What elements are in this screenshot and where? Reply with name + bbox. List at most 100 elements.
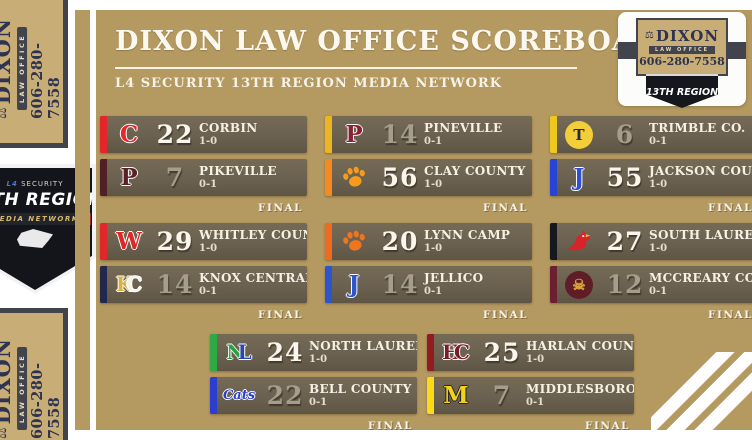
brand-name: ⚖ DIXON xyxy=(0,337,16,438)
team-record: 1-0 xyxy=(649,178,668,190)
team-name: CORBIN xyxy=(199,121,258,136)
title-underline xyxy=(115,67,577,69)
l4-security-icon: L4 xyxy=(6,180,18,188)
team-score: 14 xyxy=(381,120,419,149)
team-accent-bar xyxy=(100,266,107,303)
team-accent-bar xyxy=(100,159,107,196)
team-info: CORBIN 1-0 xyxy=(199,116,258,153)
left-sidebar: ⚖ DIXON LAW OFFICE 606-280-7558 L4 SECUR… xyxy=(0,0,96,440)
pineville-p-icon: P xyxy=(332,116,376,153)
team-name: MIDDLESBORO xyxy=(526,382,634,397)
team-info: LYNN CAMP 1-0 xyxy=(424,223,510,260)
team-score: 27 xyxy=(606,227,644,256)
team-record: 0-1 xyxy=(199,178,218,190)
team-info: SOUTH LAUREL 1-0 xyxy=(649,223,752,260)
phone-number: 606-280-7558 xyxy=(29,361,64,439)
game-status: FINAL xyxy=(708,309,752,321)
team-record: 0-1 xyxy=(309,396,328,408)
brand-text: DIXON xyxy=(0,17,16,104)
team-info: PINEVILLE 0-1 xyxy=(424,116,502,153)
harlan-county-hc-icon: HC xyxy=(434,334,478,371)
clay-county-tiger-paw-icon xyxy=(332,159,376,196)
team-score: 7 xyxy=(165,163,185,192)
scoreboard-panel: DIXON LAW OFFICE SCOREBOARD L4 SECURITY … xyxy=(96,10,752,430)
team-name: LYNN CAMP xyxy=(424,228,511,243)
team-score: 12 xyxy=(606,270,644,299)
team-row: NL 24 NORTH LAUREL 1-0 xyxy=(210,334,417,371)
team-name: BELL COUNTY xyxy=(309,382,412,397)
team-score: 20 xyxy=(381,227,419,256)
team-record: 0-1 xyxy=(199,285,218,297)
logo-duo-letters: NL xyxy=(226,342,251,363)
scales-of-justice-icon: ⚖ xyxy=(0,426,11,439)
team-info: CLAY COUNTY 1-0 xyxy=(424,159,526,196)
logo-letter: J xyxy=(573,164,585,191)
logo-duo-letters: KC xyxy=(116,274,142,295)
game-status: FINAL xyxy=(585,420,630,430)
team-score: 55 xyxy=(606,163,644,192)
game-status: FINAL xyxy=(708,202,752,214)
logo-letter: P xyxy=(345,121,363,148)
dixon-law-corner-logo: ⚖ DIXON LAW OFFICE 606-280-7558 13TH REG… xyxy=(618,12,746,108)
team-score: 22 xyxy=(156,120,194,149)
brand-text: DIXON xyxy=(0,337,16,424)
team-name: JACKSON COUNTY xyxy=(649,164,752,179)
logo-letter-1: H xyxy=(442,340,461,364)
decorative-diagonal-stripes xyxy=(651,352,752,430)
team-info: BELL COUNTY 0-1 xyxy=(309,377,412,414)
game-card: C 22 CORBIN 1-0 P 7 PIKEVILLE 0-1 FINAL xyxy=(100,116,307,214)
logo-duo-letters: HC xyxy=(442,342,470,363)
team-name: CLAY COUNTY xyxy=(424,164,526,179)
game-status: FINAL xyxy=(483,202,528,214)
team-record: 1-0 xyxy=(424,178,443,190)
middlesboro-jacket-m-icon: M xyxy=(434,377,478,414)
logo-letter-2: C xyxy=(453,340,470,364)
game-status: FINAL xyxy=(258,309,303,321)
team-score: 24 xyxy=(266,338,304,367)
team-row: T 6 TRIMBLE CO. 0-1 xyxy=(550,116,752,153)
page-subtitle: L4 SECURITY 13TH REGION MEDIA NETWORK xyxy=(115,76,503,91)
team-record: 1-0 xyxy=(649,242,668,254)
team-row: M 7 MIDDLESBORO 0-1 xyxy=(427,377,634,414)
team-score: 29 xyxy=(156,227,194,256)
shield-title: 13TH REGION xyxy=(0,190,96,210)
team-record: 1-0 xyxy=(199,242,218,254)
logo-circle: ☠ xyxy=(565,270,593,299)
page-title: DIXON LAW OFFICE SCOREBOARD xyxy=(115,26,682,57)
jellico-j-icon: J xyxy=(332,266,376,303)
logo-circle-letter: ☠ xyxy=(572,275,586,294)
team-score: 22 xyxy=(266,381,304,410)
team-row: C 22 CORBIN 1-0 xyxy=(100,116,307,153)
team-score: 14 xyxy=(381,270,419,299)
team-row: P 7 PIKEVILLE 0-1 xyxy=(100,159,307,196)
team-accent-bar xyxy=(427,334,434,371)
team-accent-bar xyxy=(210,377,217,414)
team-accent-bar xyxy=(100,223,107,260)
game-card: P 14 PINEVILLE 0-1 56 CLAY COUNTY 1-0 FINAL xyxy=(325,116,532,214)
knox-central-kc-icon: KC xyxy=(107,266,151,303)
team-score: 14 xyxy=(156,270,194,299)
lynn-camp-paw-icon xyxy=(332,223,376,260)
team-name: WHITLEY COUNTY xyxy=(199,228,307,243)
team-name: JELLICO xyxy=(424,271,484,286)
team-score: 7 xyxy=(492,381,512,410)
team-record: 1-0 xyxy=(309,353,328,365)
team-row: 20 LYNN CAMP 1-0 xyxy=(325,223,532,260)
team-name: NORTH LAUREL xyxy=(309,339,417,354)
games-grid: C 22 CORBIN 1-0 P 7 PIKEVILLE 0-1 FINAL P 14 PINEVI… xyxy=(96,10,752,430)
team-accent-bar xyxy=(100,116,107,153)
logo-letter-1: K xyxy=(115,272,134,296)
team-accent-bar xyxy=(325,223,332,260)
team-accent-bar xyxy=(550,266,557,303)
team-accent-bar xyxy=(550,223,557,260)
corner-logo-box: ⚖ DIXON LAW OFFICE 606-280-7558 xyxy=(636,18,728,76)
team-accent-bar xyxy=(427,377,434,414)
game-status: FINAL xyxy=(483,309,528,321)
jackson-county-generals-icon: J xyxy=(557,159,601,196)
